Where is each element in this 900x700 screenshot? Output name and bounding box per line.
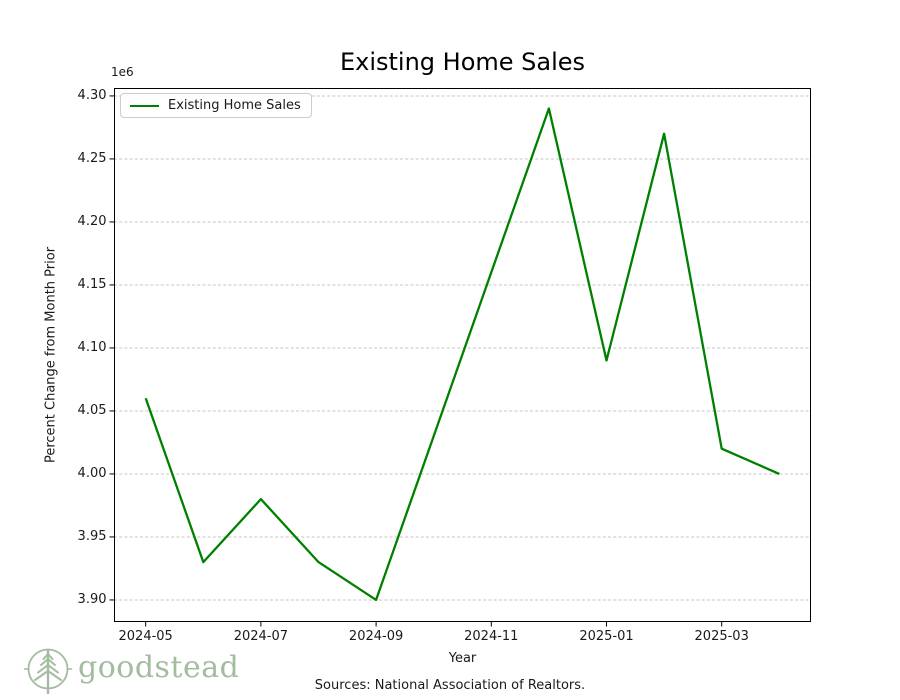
brand-wordmark: goodstead <box>78 650 240 685</box>
y-tick-label: 4.25 <box>77 150 107 166</box>
x-axis-label: Year <box>448 651 477 666</box>
x-tick-label: 2024-05 <box>118 629 173 644</box>
legend: Existing Home Sales <box>120 93 312 118</box>
y-axis-offset-label: 1e6 <box>111 65 134 79</box>
y-tick-label: 3.95 <box>77 528 107 544</box>
y-tick-label: 4.30 <box>77 87 107 103</box>
x-tick-label: 2025-01 <box>579 629 634 644</box>
tree-logo-icon <box>23 648 73 695</box>
legend-line-sample-icon <box>130 104 159 107</box>
y-tick-label: 4.10 <box>77 339 107 355</box>
chart-title: Existing Home Sales <box>339 48 586 76</box>
x-tick-label: 2024-11 <box>464 629 519 644</box>
y-tick-label: 4.15 <box>77 276 107 292</box>
brand-logo: goodstead <box>22 645 239 697</box>
y-tick-label: 4.20 <box>77 213 107 229</box>
y-tick-label: 4.00 <box>77 465 107 481</box>
x-tick-label: 2025-03 <box>694 629 749 644</box>
x-tick-label: 2024-07 <box>233 629 289 644</box>
y-tick-label: 4.05 <box>77 402 107 418</box>
plot-area <box>109 88 811 627</box>
legend-label: Existing Home Sales <box>168 98 301 113</box>
sources-note: Sources: National Association of Realtor… <box>314 678 586 693</box>
x-tick-label: 2024-09 <box>348 629 404 644</box>
line-chart-canvas <box>109 88 811 627</box>
y-tick-label: 3.90 <box>77 591 107 607</box>
